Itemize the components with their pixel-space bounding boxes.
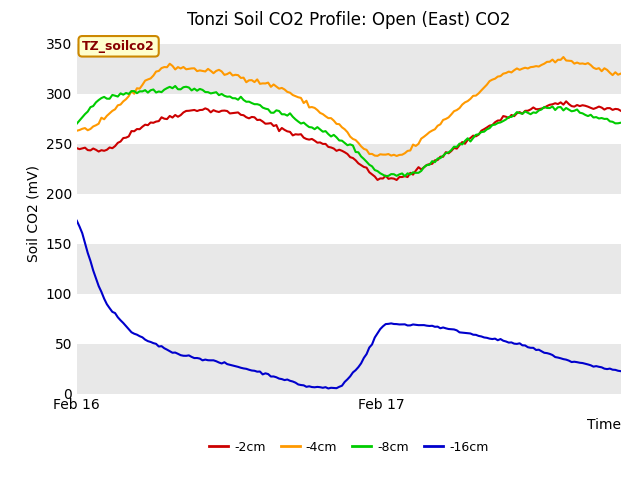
Legend: -2cm, -4cm, -8cm, -16cm: -2cm, -4cm, -8cm, -16cm xyxy=(204,436,493,459)
Bar xyxy=(77,344,621,394)
Bar xyxy=(77,44,621,94)
X-axis label: Time: Time xyxy=(587,418,621,432)
Bar xyxy=(77,144,621,193)
Bar xyxy=(77,243,621,294)
Y-axis label: Soil CO2 (mV): Soil CO2 (mV) xyxy=(26,165,40,262)
Title: Tonzi Soil CO2 Profile: Open (East) CO2: Tonzi Soil CO2 Profile: Open (East) CO2 xyxy=(187,11,511,29)
Text: TZ_soilco2: TZ_soilco2 xyxy=(82,40,155,53)
